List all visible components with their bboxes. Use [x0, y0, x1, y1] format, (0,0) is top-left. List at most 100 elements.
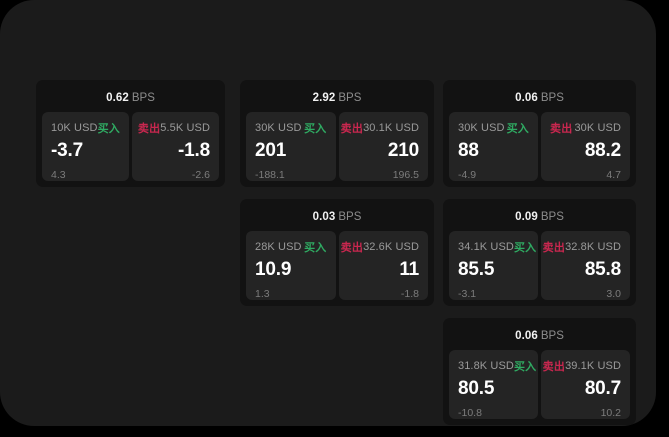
card-body: 31.8K USD 买入 80.5 -10.8 39.1K USD 卖出 80.…	[449, 350, 630, 419]
sell-panel-header: 32.6K USD 卖出	[341, 240, 420, 254]
buy-size-label: 34.1K USD	[458, 240, 514, 253]
sell-panel[interactable]: 30K USD 卖出 88.2 4.7	[541, 112, 630, 181]
buy-panel[interactable]: 10K USD 买入 -3.7 4.3	[42, 112, 129, 181]
buy-panel-header: 10K USD 买入	[51, 121, 120, 135]
quote-column-3: 0.06 BPS 30K USD 买入 88 -4.9 30K USD 卖出 88…	[443, 80, 636, 437]
buy-size-label: 10K USD	[51, 121, 98, 134]
card-body: 28K USD 买入 10.9 1.3 32.6K USD 卖出 11 -1.8	[246, 231, 428, 300]
quote-card-3[interactable]: 0.06 BPS 30K USD 买入 88 -4.9 30K USD 卖出 88…	[443, 80, 636, 187]
buy-size-label: 30K USD	[255, 121, 302, 134]
card-bps-header: 0.09 BPS	[449, 206, 630, 231]
card-body: 10K USD 买入 -3.7 4.3 5.5K USD 卖出 -1.8 -2.…	[42, 112, 219, 181]
bps-unit-label: BPS	[131, 92, 155, 104]
card-body: 30K USD 买入 201 -188.1 30.1K USD 卖出 210 1…	[246, 112, 428, 181]
sell-delta: 10.2	[600, 407, 621, 419]
buy-panel-header: 30K USD 买入	[458, 121, 529, 135]
buy-size-label: 28K USD	[255, 240, 302, 253]
bps-unit-label: BPS	[338, 211, 362, 223]
card-body: 30K USD 买入 88 -4.9 30K USD 卖出 88.2 4.7	[449, 112, 630, 181]
bps-unit-label: BPS	[540, 330, 564, 342]
buy-delta: -4.9	[458, 169, 477, 181]
sell-delta: 196.5	[392, 169, 419, 181]
buy-action-label[interactable]: 买入	[304, 241, 327, 254]
sell-price: 11	[399, 259, 419, 280]
quote-column-2: 2.92 BPS 30K USD 买入 201 -188.1 30.1K USD …	[240, 80, 434, 318]
quote-card-5[interactable]: 0.09 BPS 34.1K USD 买入 85.5 -3.1 32.8K USD…	[443, 199, 636, 306]
sell-size-label: 32.8K USD	[565, 240, 621, 253]
sell-action-label[interactable]: 卖出	[550, 122, 573, 135]
sell-action-label[interactable]: 卖出	[542, 360, 566, 373]
buy-panel-header: 31.8K USD 买入	[458, 359, 536, 373]
buy-delta: 1.3	[255, 288, 270, 300]
buy-price: 85.5	[458, 259, 495, 280]
buy-action-label[interactable]: 买入	[304, 122, 327, 135]
card-bps-header: 0.03 BPS	[246, 206, 428, 231]
sell-panel-header: 39.1K USD 卖出	[543, 359, 621, 373]
card-body: 34.1K USD 买入 85.5 -3.1 32.8K USD 卖出 85.8…	[449, 231, 630, 300]
buy-size-label: 30K USD	[458, 121, 505, 134]
buy-panel[interactable]: 34.1K USD 买入 85.5 -3.1	[449, 231, 538, 300]
buy-panel[interactable]: 30K USD 买入 88 -4.9	[449, 112, 538, 181]
buy-price: 201	[255, 140, 287, 161]
sell-panel[interactable]: 32.6K USD 卖出 11 -1.8	[338, 231, 428, 300]
sell-panel-header: 30K USD 卖出	[550, 121, 621, 135]
bps-value: 0.06	[515, 92, 538, 104]
buy-price: 88	[458, 140, 479, 161]
card-bps-header: 0.62 BPS	[42, 87, 219, 112]
sell-action-label[interactable]: 卖出	[542, 241, 566, 254]
sell-action-label[interactable]: 卖出	[340, 241, 364, 254]
sell-delta: 4.7	[606, 169, 621, 181]
sell-size-label: 30K USD	[574, 121, 621, 134]
buy-panel-header: 30K USD 买入	[255, 121, 327, 135]
sell-panel[interactable]: 30.1K USD 卖出 210 196.5	[338, 112, 428, 181]
buy-panel-header: 28K USD 买入	[255, 240, 327, 254]
sell-panel-header: 30.1K USD 卖出	[341, 121, 420, 135]
quote-card-2[interactable]: 2.92 BPS 30K USD 买入 201 -188.1 30.1K USD …	[240, 80, 434, 187]
sell-price: 88.2	[584, 140, 621, 161]
buy-price: -3.7	[51, 140, 83, 161]
card-bps-header: 0.06 BPS	[449, 87, 630, 112]
buy-action-label[interactable]: 买入	[97, 122, 120, 135]
buy-action-label[interactable]: 买入	[506, 122, 529, 135]
sell-size-label: 5.5K USD	[160, 121, 210, 134]
buy-action-label[interactable]: 买入	[513, 360, 537, 373]
sell-delta: 3.0	[606, 288, 621, 300]
bps-unit-label: BPS	[338, 92, 362, 104]
buy-panel[interactable]: 28K USD 买入 10.9 1.3	[246, 231, 336, 300]
sell-price: 85.8	[584, 259, 621, 280]
buy-panel[interactable]: 31.8K USD 买入 80.5 -10.8	[449, 350, 538, 419]
bps-unit-label: BPS	[540, 211, 564, 223]
sell-action-label[interactable]: 卖出	[137, 122, 161, 135]
sell-action-label[interactable]: 卖出	[340, 122, 364, 135]
buy-delta: -188.1	[255, 169, 285, 181]
sell-panel[interactable]: 32.8K USD 卖出 85.8 3.0	[541, 231, 630, 300]
sell-delta: -1.8	[400, 288, 419, 300]
buy-action-label[interactable]: 买入	[513, 241, 537, 254]
sell-size-label: 32.6K USD	[363, 240, 419, 253]
sell-delta: -2.6	[191, 169, 210, 181]
sell-panel-header: 32.8K USD 卖出	[543, 240, 621, 254]
buy-panel[interactable]: 30K USD 买入 201 -188.1	[246, 112, 336, 181]
quote-card-6[interactable]: 0.06 BPS 31.8K USD 买入 80.5 -10.8 39.1K US…	[443, 318, 636, 425]
card-bps-header: 2.92 BPS	[246, 87, 428, 112]
bps-value: 0.09	[515, 211, 538, 223]
bps-value: 0.03	[312, 211, 336, 223]
sell-panel[interactable]: 39.1K USD 卖出 80.7 10.2	[541, 350, 630, 419]
buy-panel-header: 34.1K USD 买入	[458, 240, 536, 254]
quote-card-grid: 0.62 BPS 10K USD 买入 -3.7 4.3 5.5K USD 卖出 …	[36, 80, 636, 425]
quote-column-1: 0.62 BPS 10K USD 买入 -3.7 4.3 5.5K USD 卖出 …	[36, 80, 225, 199]
buy-delta: -10.8	[458, 407, 482, 419]
bps-value: 2.92	[312, 92, 336, 104]
sell-price: -1.8	[178, 140, 210, 161]
sell-panel-header: 5.5K USD 卖出	[137, 121, 210, 135]
bps-value: 0.62	[106, 92, 129, 104]
buy-price: 80.5	[458, 378, 495, 399]
sell-panel[interactable]: 5.5K USD 卖出 -1.8 -2.6	[132, 112, 219, 181]
buy-size-label: 31.8K USD	[458, 359, 514, 372]
sell-price: 80.7	[584, 378, 621, 399]
quote-card-4[interactable]: 0.03 BPS 28K USD 买入 10.9 1.3 32.6K USD 卖出…	[240, 199, 434, 306]
quote-card-1[interactable]: 0.62 BPS 10K USD 买入 -3.7 4.3 5.5K USD 卖出 …	[36, 80, 225, 187]
bps-unit-label: BPS	[540, 92, 564, 104]
sell-size-label: 30.1K USD	[363, 121, 419, 134]
